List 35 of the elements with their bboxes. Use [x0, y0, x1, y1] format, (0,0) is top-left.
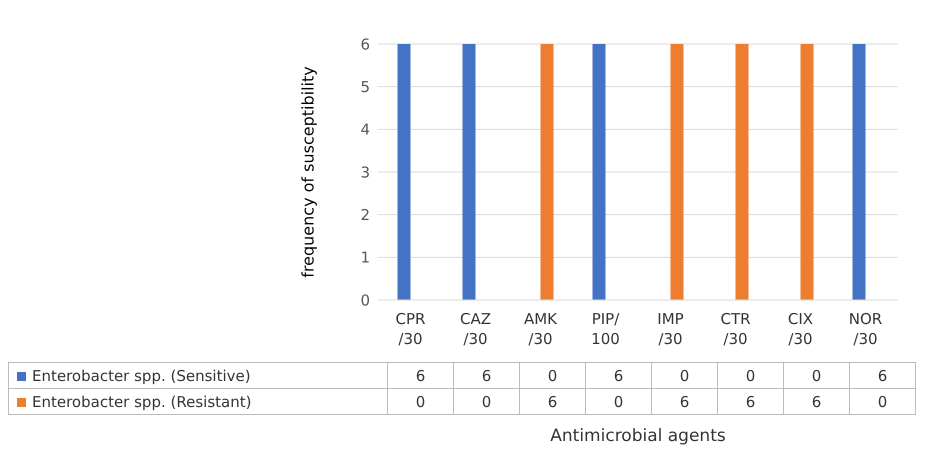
data-label: 6	[520, 388, 586, 414]
data-label: 0	[718, 362, 784, 388]
y-axis-title: frequency of susceptibility	[298, 66, 318, 278]
x-tick-label: AMK/30	[524, 310, 558, 348]
data-label: 0	[850, 388, 916, 414]
legend-label: Enterobacter spp. (Resistant)	[32, 392, 252, 410]
y-tick-label: 4	[360, 120, 370, 139]
data-label: 6	[652, 388, 718, 414]
y-tick-label: 2	[360, 206, 370, 224]
data-label: 0	[784, 362, 850, 388]
data-label: 0	[586, 388, 652, 414]
x-tick-label: IMP/30	[657, 310, 684, 348]
y-tick-label: 1	[360, 248, 370, 267]
y-tick-label: 5	[360, 78, 370, 96]
data-label: 0	[652, 362, 718, 388]
x-tick-label: CPR/30	[396, 310, 426, 348]
data-label: 6	[586, 362, 652, 388]
data-label: 6	[850, 362, 916, 388]
data-label: 0	[454, 388, 520, 414]
x-tick-label: CIX/30	[788, 310, 814, 348]
legend-label: Enterobacter spp. (Sensitive)	[32, 366, 251, 384]
data-label: 0	[388, 388, 454, 414]
data-label: 0	[520, 362, 586, 388]
y-tick-label: 0	[360, 291, 370, 310]
x-tick-label: PIP/100	[591, 310, 620, 348]
data-label: 6	[784, 388, 850, 414]
y-tick-label: 6	[360, 35, 370, 54]
x-axis-title: Antimicrobial agents	[549, 426, 727, 446]
data-label: 6	[454, 362, 520, 388]
data-label: 6	[388, 362, 454, 388]
x-tick-label: CTR/30	[720, 310, 751, 348]
x-tick-label: NOR/30	[848, 310, 882, 348]
data-label: 6	[718, 388, 784, 414]
x-tick-label: CAZ/30	[460, 310, 492, 348]
y-tick-label: 3	[360, 163, 370, 182]
